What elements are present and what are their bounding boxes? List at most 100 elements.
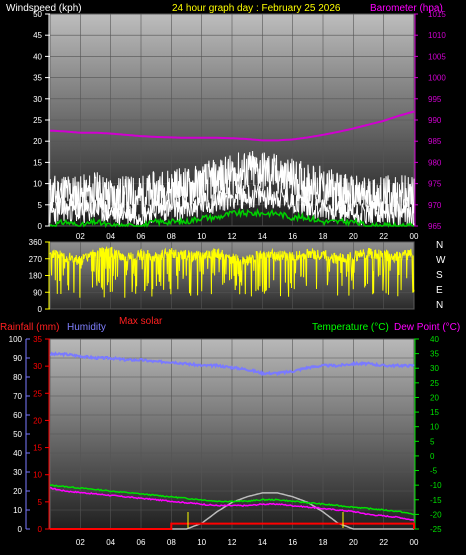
y2-tick-label: 1015 xyxy=(428,10,446,19)
barometer-series xyxy=(49,110,415,142)
rainfall-tick-label: 10 xyxy=(33,471,42,480)
x-tick-label: 22 xyxy=(379,538,388,547)
humidity-tick-label: 30 xyxy=(13,468,22,477)
x-tick-label: 18 xyxy=(319,538,328,547)
temperature-tick-label: 25 xyxy=(430,379,439,388)
direction-y-axis: 0 90 180 270 360 xyxy=(29,238,50,314)
rainfall-label: Rainfall (mm) xyxy=(0,322,59,333)
y-tick-label: 50 xyxy=(33,10,42,19)
humidity-label: Humidity xyxy=(67,322,106,333)
x-tick-label: 10 xyxy=(197,232,206,241)
wind-average-series xyxy=(49,207,414,228)
y-tick-label: 0 xyxy=(38,222,43,231)
x-tick-label: 10 xyxy=(197,538,206,547)
x-tick-label: 06 xyxy=(137,232,146,241)
rainfall-tick-label: 15 xyxy=(33,444,42,453)
temperature-x-axis: 02 04 06 08 10 12 14 16 18 20 22 00 xyxy=(76,538,419,547)
x-tick-label: 00 xyxy=(410,232,419,241)
dew-point-label: Dew Point (°C) xyxy=(394,322,460,333)
temperature-series xyxy=(49,484,415,516)
y2-tick-label: 1010 xyxy=(428,31,446,40)
x-tick-label: 14 xyxy=(258,538,267,547)
humidity-tick-label: 20 xyxy=(13,487,22,496)
dew-point-series xyxy=(49,486,415,522)
humidity-tick-label: 80 xyxy=(13,373,22,382)
y-tick-label: 90 xyxy=(33,288,42,297)
compass-label: N xyxy=(436,240,443,251)
barometer-label: Barometer (hpa) xyxy=(370,3,443,14)
rainfall-tick-label: 0 xyxy=(38,525,43,534)
humidity-series xyxy=(49,351,415,377)
y-tick-label: 0 xyxy=(38,305,43,314)
x-tick-label: 02 xyxy=(76,232,85,241)
temperature-label: Temperature (°C) xyxy=(312,322,389,333)
humidity-tick-label: 60 xyxy=(13,411,22,420)
x-tick-label: 08 xyxy=(167,538,176,547)
x-tick-label: 04 xyxy=(106,538,115,547)
x-tick-label: 06 xyxy=(137,538,146,547)
compass-label: S xyxy=(436,270,443,281)
x-tick-label: 04 xyxy=(106,232,115,241)
temperature-tick-label: -15 xyxy=(430,496,442,505)
compass-label: N xyxy=(436,300,443,311)
graph-title: 24 hour graph day : February 25 2026 xyxy=(172,3,341,14)
windspeed-label: Windspeed (kph) xyxy=(6,3,82,14)
y-tick-label: 15 xyxy=(33,158,42,167)
temperature-tick-label: 5 xyxy=(430,437,435,446)
wind-gust-series xyxy=(49,150,415,218)
rainfall-y-axis: 0 5 10 15 20 25 30 35 xyxy=(33,335,50,534)
x-tick-label: 18 xyxy=(319,232,328,241)
y-tick-label: 35 xyxy=(33,74,42,83)
temperature-tick-label: 15 xyxy=(430,408,439,417)
compass-label: E xyxy=(436,285,443,296)
humidity-tick-label: 0 xyxy=(18,525,23,534)
x-tick-label: 16 xyxy=(288,232,297,241)
y2-tick-label: 980 xyxy=(428,158,442,167)
y-tick-label: 20 xyxy=(33,137,42,146)
y-tick-label: 180 xyxy=(29,272,43,281)
humidity-y-axis: 0 10 20 30 40 50 60 70 80 90 100 xyxy=(9,335,30,534)
y-tick-label: 270 xyxy=(29,255,43,264)
x-tick-label: 12 xyxy=(228,538,237,547)
wind-direction-series xyxy=(49,246,415,298)
y-tick-label: 5 xyxy=(38,201,43,210)
x-tick-label: 22 xyxy=(379,232,388,241)
y-tick-label: 40 xyxy=(33,52,42,61)
temperature-tick-label: 20 xyxy=(430,393,439,402)
barometer-y-axis: 965 970 975 980 985 990 995 1000 1005 1010 1015 xyxy=(414,10,446,231)
y2-tick-label: 970 xyxy=(428,201,442,210)
humidity-tick-label: 50 xyxy=(13,430,22,439)
temperature-tick-label: -5 xyxy=(430,467,438,476)
x-tick-label: 02 xyxy=(76,538,85,547)
x-tick-label: 08 xyxy=(167,232,176,241)
rainfall-tick-label: 30 xyxy=(33,362,42,371)
humidity-tick-label: 100 xyxy=(9,335,23,344)
humidity-tick-label: 40 xyxy=(13,449,22,458)
temperature-tick-label: 10 xyxy=(430,423,439,432)
x-tick-label: 20 xyxy=(349,538,358,547)
rainfall-tick-label: 5 xyxy=(38,498,43,507)
rainfall-series xyxy=(50,522,415,530)
temperature-panel-grid xyxy=(50,338,415,530)
humidity-tick-label: 90 xyxy=(13,354,22,363)
compass-label: W xyxy=(436,255,446,266)
temperature-tick-label: 30 xyxy=(430,364,439,373)
y2-tick-label: 990 xyxy=(428,116,442,125)
y-tick-label: 10 xyxy=(33,180,42,189)
y2-tick-label: 1005 xyxy=(428,52,446,61)
rainfall-tick-label: 20 xyxy=(33,416,42,425)
temperature-tick-label: -10 xyxy=(430,481,442,490)
temperature-tick-label: -25 xyxy=(430,525,442,534)
y2-tick-label: 975 xyxy=(428,180,442,189)
rainfall-tick-label: 35 xyxy=(33,335,42,344)
x-tick-label: 20 xyxy=(349,232,358,241)
wind-x-axis: 02 04 06 08 10 12 14 16 18 20 22 00 xyxy=(76,232,419,241)
wind-speed-series xyxy=(49,183,415,226)
wind-y-axis: 0 5 10 15 20 25 30 35 40 45 50 xyxy=(33,10,50,231)
y2-tick-label: 965 xyxy=(428,222,442,231)
temperature-tick-label: 0 xyxy=(430,452,435,461)
x-tick-label: 16 xyxy=(288,538,297,547)
y-tick-label: 45 xyxy=(33,31,42,40)
